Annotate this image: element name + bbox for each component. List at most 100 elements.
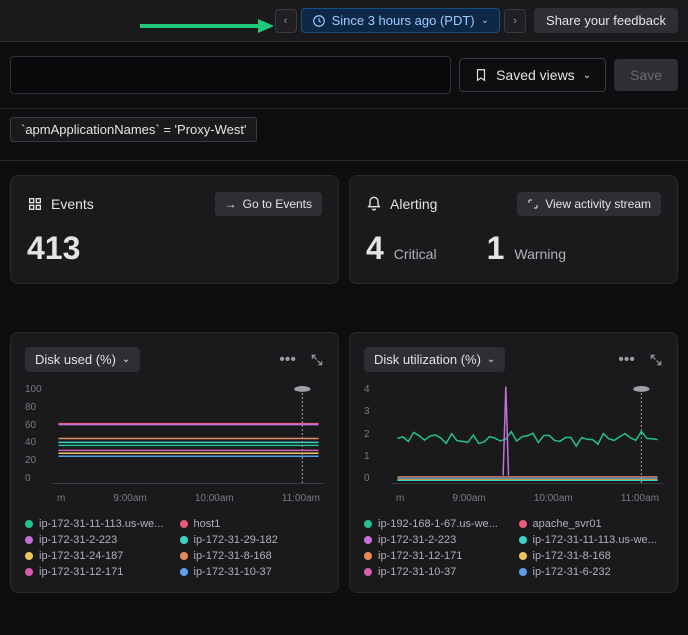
chevron-down-icon: ⌄ [481,15,489,26]
warning-label: Warning [514,246,566,262]
legend-item[interactable]: ip-172-31-12-171 [364,550,509,562]
legend-swatch [180,552,188,560]
legend-label: ip-172-31-29-182 [194,534,278,546]
legend-item[interactable]: ip-172-31-10-37 [180,566,325,578]
legend-label: ip-172-31-2-223 [39,534,117,546]
chart-title: Disk used (%) [35,352,116,367]
disk-used-chart: Disk used (%) ⌄ ••• 100806040200 m9:00am… [10,332,339,593]
chart-plot-area[interactable]: 43210 m9:00am10:00am11:00am [364,384,663,504]
legend-swatch [25,520,33,528]
legend-item[interactable]: host1 [180,518,325,530]
legend-item[interactable]: ip-172-31-11-113.us-we... [25,518,170,530]
legend-swatch [519,536,527,544]
legend-item[interactable]: ip-172-31-8-168 [519,550,664,562]
go-to-events-button[interactable]: → Go to Events [215,192,322,216]
legend-label: ip-172-31-11-113.us-we... [39,518,163,530]
legend-swatch [364,552,372,560]
clock-icon [312,14,326,28]
legend-item[interactable]: ip-172-31-2-223 [25,534,170,546]
legend-swatch [519,552,527,560]
chevron-down-icon: ⌄ [122,354,130,365]
time-range-picker[interactable]: Since 3 hours ago (PDT) ⌄ [301,8,500,33]
legend-label: ip-172-31-24-187 [39,550,123,562]
go-to-events-label: Go to Events [243,197,312,211]
events-icon [27,196,43,212]
legend-swatch [180,568,188,576]
disk-utilization-chart: Disk utilization (%) ⌄ ••• 43210 m9:00am… [349,332,678,593]
events-card: Events → Go to Events 413 [10,175,339,284]
legend-item[interactable]: ip-172-31-8-168 [180,550,325,562]
events-title: Events [51,196,94,212]
feedback-button[interactable]: Share your feedback [534,8,678,33]
legend-swatch [364,536,372,544]
summary-cards: Events → Go to Events 413 Alerting View … [0,161,688,292]
legend-item[interactable]: ip-172-31-6-232 [519,566,664,578]
search-input[interactable] [10,56,451,94]
chart-title: Disk utilization (%) [374,352,481,367]
time-range-label: Since 3 hours ago (PDT) [332,13,475,28]
legend-swatch [364,520,372,528]
legend-item[interactable]: ip-172-31-10-37 [364,566,509,578]
legend-label: ip-172-31-2-223 [378,534,456,546]
bell-icon [366,196,382,212]
legend-swatch [180,520,188,528]
legend-label: ip-172-31-8-168 [194,550,272,562]
legend-label: ip-192-168-1-67.us-we... [378,518,498,530]
filter-bar: `apmApplicationNames` = 'Proxy-West' [0,109,688,161]
legend-swatch [364,568,372,576]
view-activity-label: View activity stream [545,197,651,211]
legend-swatch [180,536,188,544]
legend-swatch [25,568,33,576]
legend-item[interactable]: ip-172-31-12-171 [25,566,170,578]
warning-count: 1 [487,230,505,267]
legend-label: ip-172-31-8-168 [533,550,611,562]
legend-item[interactable]: apache_svr01 [519,518,664,530]
legend-label: ip-172-31-12-171 [39,566,123,578]
legend-item[interactable]: ip-192-168-1-67.us-we... [364,518,509,530]
toolbar: Saved views ⌄ Save [0,42,688,109]
legend-swatch [519,568,527,576]
arrow-right-icon: → [225,197,237,211]
chart-menu-icon[interactable]: ••• [279,351,296,369]
legend-label: host1 [194,518,221,530]
chart-legend: ip-192-168-1-67.us-we... apache_svr01 ip-1… [364,518,663,578]
expand-icon[interactable] [649,353,663,367]
chart-metric-selector[interactable]: Disk utilization (%) ⌄ [364,347,505,372]
legend-swatch [519,520,527,528]
save-button[interactable]: Save [614,59,678,91]
legend-label: ip-172-31-6-232 [533,566,611,578]
expand-icon[interactable] [310,353,324,367]
chart-legend: ip-172-31-11-113.us-we... host1 ip-172-31-… [25,518,324,578]
view-activity-button[interactable]: View activity stream [517,192,661,216]
charts-section: Disk used (%) ⌄ ••• 100806040200 m9:00am… [0,292,688,603]
legend-label: ip-172-31-12-171 [378,550,462,562]
critical-count: 4 [366,230,384,267]
legend-item[interactable]: ip-172-31-29-182 [180,534,325,546]
legend-label: apache_svr01 [533,518,602,530]
chart-menu-icon[interactable]: ••• [618,351,635,369]
alerting-title: Alerting [390,196,437,212]
critical-label: Critical [394,246,437,262]
legend-label: ip-172-31-11-113.us-we... [533,534,657,546]
annotation-arrow [140,18,280,39]
filter-chip[interactable]: `apmApplicationNames` = 'Proxy-West' [10,117,257,142]
saved-views-label: Saved views [496,67,575,83]
chevron-down-icon: ⌄ [583,70,591,81]
legend-swatch [25,552,33,560]
legend-label: ip-172-31-10-37 [378,566,456,578]
events-count: 413 [27,230,322,267]
legend-item[interactable]: ip-172-31-2-223 [364,534,509,546]
time-next-button[interactable]: › [504,9,526,33]
legend-item[interactable]: ip-172-31-24-187 [25,550,170,562]
chart-plot-area[interactable]: 100806040200 m9:00am10:00am11:00am [25,384,324,504]
legend-item[interactable]: ip-172-31-11-113.us-we... [519,534,664,546]
time-navigator: ‹ Since 3 hours ago (PDT) ⌄ › [275,8,526,33]
legend-swatch [25,536,33,544]
expand-icon [527,198,539,210]
saved-views-button[interactable]: Saved views ⌄ [459,58,606,92]
chevron-down-icon: ⌄ [487,354,495,365]
top-bar: ‹ Since 3 hours ago (PDT) ⌄ › Share your… [0,0,688,42]
chart-metric-selector[interactable]: Disk used (%) ⌄ [25,347,140,372]
alerting-card: Alerting View activity stream 4 Critical… [349,175,678,284]
bookmark-icon [474,68,488,82]
